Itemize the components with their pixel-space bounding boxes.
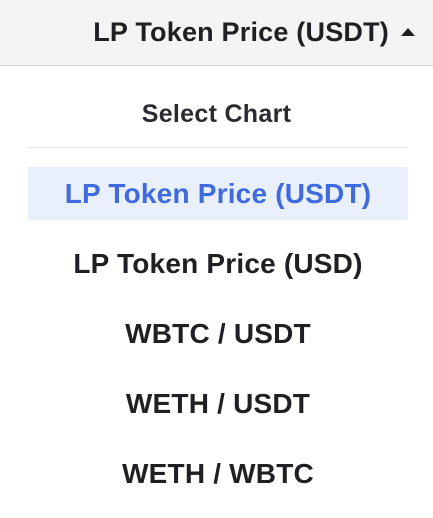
chart-select-menu: Select Chart LP Token Price (USDT) LP To… (0, 66, 433, 518)
chart-select-trigger[interactable]: LP Token Price (USDT) (0, 0, 433, 66)
chart-option-wbtc-usdt[interactable]: WBTC / USDT (28, 307, 408, 360)
menu-divider (28, 147, 408, 148)
chart-option-label: WETH / WBTC (122, 457, 314, 489)
chart-option-lp-token-price-usdt[interactable]: LP Token Price (USDT) (28, 167, 408, 220)
chart-option-label: LP Token Price (USD) (73, 247, 363, 279)
caret-up-icon (401, 27, 415, 36)
chart-option-label: LP Token Price (USDT) (64, 177, 372, 209)
chart-option-lp-token-price-usd[interactable]: LP Token Price (USD) (28, 237, 408, 290)
chart-option-weth-wbtc[interactable]: WETH / WBTC (28, 447, 408, 500)
menu-heading: Select Chart (141, 100, 292, 128)
chart-options-list: LP Token Price (USDT) LP Token Price (US… (28, 167, 408, 517)
chart-option-weth-usdt[interactable]: WETH / USDT (28, 377, 408, 430)
selected-chart-label: LP Token Price (USDT) (93, 17, 389, 47)
chart-option-label: WBTC / USDT (125, 317, 311, 349)
chart-option-label: WETH / USDT (125, 387, 311, 419)
